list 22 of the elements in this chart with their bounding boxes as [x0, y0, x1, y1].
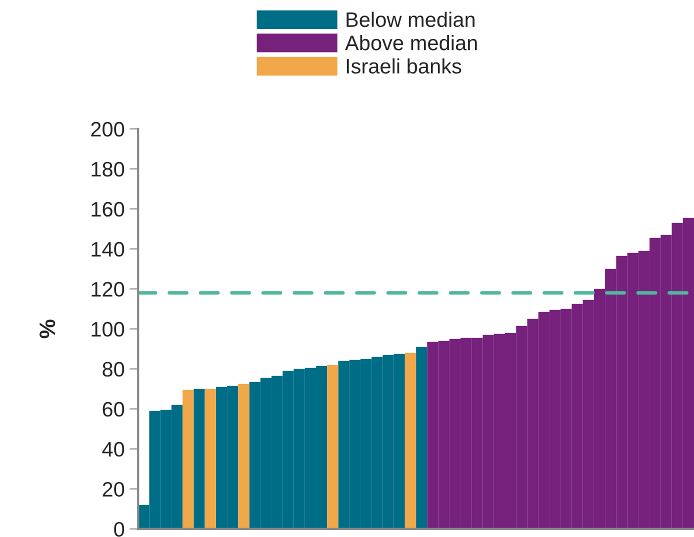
y-tick-label: 160	[92, 202, 124, 217]
y-tick-label: 180	[92, 162, 124, 177]
y-tick-label: 100	[92, 322, 124, 337]
y-tick-label: 80	[102, 362, 124, 377]
y-tick-label: 200	[91, 122, 124, 137]
y-tick-label: 20	[102, 482, 124, 497]
legend-label: Israeli banks	[346, 58, 462, 74]
bar	[204, 388, 216, 529]
legend-label: Below median	[346, 12, 474, 28]
bar	[327, 364, 338, 529]
y-axis-title: %	[40, 320, 56, 338]
bar	[404, 352, 416, 529]
bar	[182, 390, 194, 529]
y-tick-label: 60	[102, 402, 124, 417]
bar	[238, 384, 250, 529]
y-tick-label: 120	[92, 282, 124, 297]
bar	[194, 388, 205, 529]
y-tick-label: 40	[102, 442, 124, 457]
y-tick-label: 140	[92, 242, 124, 257]
bar	[416, 346, 428, 529]
legend-label: Above median	[345, 35, 477, 50]
y-tick-label: 0	[114, 522, 124, 537]
